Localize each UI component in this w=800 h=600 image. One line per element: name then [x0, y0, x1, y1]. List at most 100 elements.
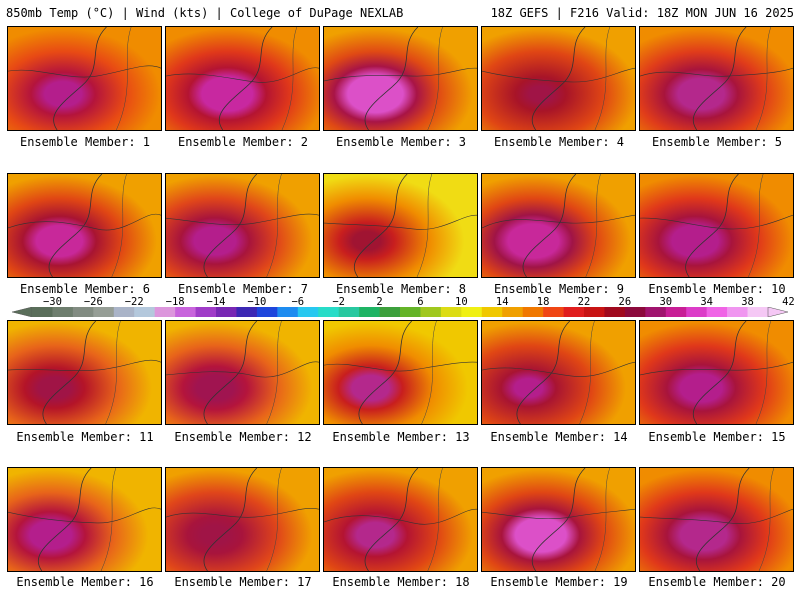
- colorbar-swatch: [584, 307, 605, 317]
- ensemble-member-label: Ensemble Member: 9: [493, 282, 625, 296]
- colorbar-swatch: [686, 307, 707, 317]
- colorbar-swatch: [52, 307, 74, 317]
- contour-line: [111, 174, 127, 277]
- contour-line: [281, 27, 298, 130]
- ensemble-member-label: Ensemble Member: 15: [648, 430, 786, 444]
- temperature-shading: [324, 27, 477, 130]
- colorbar-extend-low: [12, 307, 33, 317]
- ensemble-member-map: [323, 467, 478, 572]
- temperature-field: [482, 468, 635, 571]
- temperature-field: [166, 174, 319, 277]
- temperature-field: [640, 321, 793, 424]
- colorbar-tick-label: 10: [455, 296, 468, 308]
- boundary-line: [166, 508, 319, 518]
- ensemble-member-map: [7, 467, 162, 572]
- ensemble-member-map: [639, 467, 794, 572]
- ensemble-member-map: [165, 467, 320, 572]
- ensemble-member-label: Ensemble Member: 16: [16, 575, 154, 589]
- boundary-line: [640, 361, 793, 376]
- colorbar-bar: [12, 307, 788, 317]
- colorbar-swatch: [706, 307, 728, 317]
- temperature-field: [8, 27, 161, 130]
- contour-line: [421, 321, 437, 424]
- contour-line: [427, 27, 443, 130]
- coastline: [531, 27, 586, 130]
- ensemble-member-label: Ensemble Member: 12: [174, 430, 312, 444]
- colorbar-swatch: [665, 307, 687, 317]
- contour-line: [579, 321, 595, 424]
- colorbar-swatch: [216, 307, 237, 317]
- ensemble-member-map: [639, 26, 794, 131]
- boundary-line: [324, 508, 477, 525]
- boundary-line: [166, 213, 319, 226]
- colorbar-swatch: [277, 307, 299, 317]
- colorbar-tick-label: 14: [495, 296, 509, 308]
- ensemble-member-label: Ensemble Member: 13: [332, 430, 470, 444]
- colorbar: −30 −26 −22 −18 −14 −10 −6 −2 2 6 10 14 18 22 26 30 34 38…: [12, 296, 795, 320]
- boundary-line: [166, 361, 319, 378]
- colorbar-swatch: [379, 307, 401, 317]
- coastline: [531, 468, 586, 571]
- coastline: [353, 174, 408, 277]
- contour-line: [755, 27, 772, 130]
- boundary-line: [324, 214, 477, 230]
- temperature-shading: [640, 468, 793, 571]
- temperature-shading: [324, 468, 477, 571]
- ensemble-member-label: Ensemble Member: 10: [648, 282, 786, 296]
- temperature-shading: [8, 321, 161, 424]
- temperature-shading: [482, 468, 635, 571]
- contour-line: [755, 321, 772, 424]
- colorbar-swatch: [502, 307, 523, 317]
- chart-title: 850mb Temp (°C) | Wind (kts) | College o…: [6, 6, 404, 20]
- colorbar-swatch: [400, 307, 421, 317]
- temperature-shading: [482, 174, 635, 277]
- coastline: [692, 27, 747, 130]
- ensemble-member-label: Ensemble Member: 18: [332, 575, 470, 589]
- contour-line: [416, 174, 433, 277]
- temperature-shading: [640, 174, 793, 277]
- coastline: [48, 174, 103, 277]
- colorbar-tick-label: −10: [247, 296, 267, 308]
- boundary-line: [640, 67, 793, 77]
- colorbar-swatch: [113, 307, 135, 317]
- temperature-field: [640, 27, 793, 130]
- colorbar-tick-label: 34: [700, 296, 713, 308]
- colorbar-swatch: [461, 307, 483, 317]
- colorbar-tick-label: 30: [659, 296, 673, 308]
- coastline: [203, 321, 258, 424]
- coastline: [364, 468, 419, 571]
- temperature-shading: [482, 27, 635, 130]
- ensemble-member-label: Ensemble Member: 17: [174, 575, 312, 589]
- temperature-shading: [8, 174, 161, 277]
- coastline: [42, 321, 97, 424]
- ensemble-member-label: Ensemble Member: 3: [335, 135, 467, 149]
- coastline: [218, 27, 273, 130]
- colorbar-tick-label: 2: [376, 296, 383, 308]
- ensemble-member-map: [639, 173, 794, 278]
- ensemble-member-map: [323, 173, 478, 278]
- coastline: [516, 321, 571, 424]
- ensemble-member-map: [323, 26, 478, 131]
- contour-line: [758, 468, 775, 571]
- boundary-line: [482, 361, 635, 377]
- colorbar-tick-label: −18: [165, 296, 185, 308]
- ensemble-member-label: Ensemble Member: 4: [493, 135, 625, 149]
- temperature-field: [482, 27, 635, 130]
- temperature-shading: [8, 468, 161, 571]
- ensemble-member-label: Ensemble Member: 5: [651, 135, 783, 149]
- colorbar-swatch: [175, 307, 196, 317]
- colorbar-swatch: [297, 307, 319, 317]
- temperature-field: [640, 174, 793, 277]
- coastline: [37, 468, 92, 571]
- temperature-field: [8, 468, 161, 571]
- colorbar-swatch: [195, 307, 217, 317]
- boundary-line: [482, 67, 635, 83]
- temperature-field: [8, 321, 161, 424]
- colorbar-tick-label: 6: [417, 296, 424, 308]
- colorbar-swatch: [481, 307, 503, 317]
- ensemble-member-label: Ensemble Member: 1: [19, 135, 151, 149]
- boundary-line: [166, 67, 319, 83]
- colorbar-swatch: [338, 307, 360, 317]
- run-valid-time: 18Z GEFS | F216 Valid: 18Z MON JUN 16 20…: [490, 6, 794, 20]
- colorbar-swatch: [604, 307, 626, 317]
